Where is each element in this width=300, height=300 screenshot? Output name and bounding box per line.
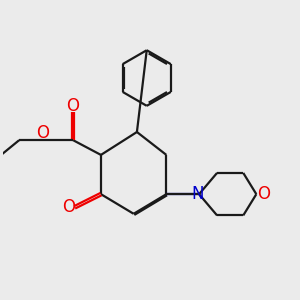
Text: N: N (192, 185, 204, 203)
Text: O: O (67, 98, 80, 116)
Text: O: O (37, 124, 50, 142)
Text: O: O (257, 185, 270, 203)
Text: O: O (62, 198, 75, 216)
